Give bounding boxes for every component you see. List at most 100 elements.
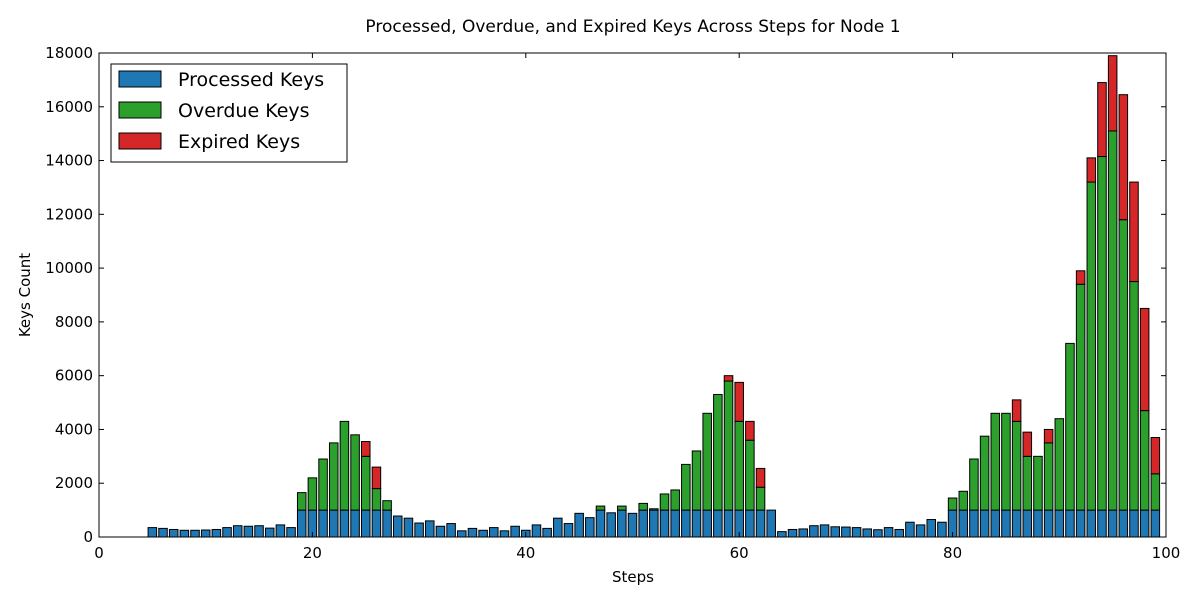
bar-processed-step-27 — [382, 509, 392, 538]
bar-processed-step-6 — [158, 527, 168, 538]
bar-processed-step-5 — [147, 527, 158, 538]
plot-frame — [98, 52, 1167, 538]
bar-processed-step-70 — [841, 526, 851, 538]
legend-label: Processed Keys — [178, 69, 324, 91]
x-tick-label: 80 — [943, 544, 962, 562]
bar-overdue-step-87 — [1022, 455, 1033, 511]
bar-processed-step-32 — [435, 525, 446, 538]
bar-overdue-step-19 — [296, 492, 307, 511]
bar-processed-step-83 — [979, 509, 990, 538]
bar-overdue-step-82 — [969, 458, 979, 511]
bar-overdue-step-89 — [1043, 442, 1054, 511]
bar-processed-step-50 — [627, 512, 638, 538]
bar-processed-step-39 — [510, 525, 520, 538]
bar-processed-step-19 — [296, 509, 307, 538]
legend-swatch — [118, 70, 162, 88]
bar-processed-step-88 — [1033, 509, 1043, 538]
bar-processed-step-58 — [713, 509, 723, 538]
legend-label: Overdue Keys — [178, 100, 310, 122]
bar-expired-step-26 — [371, 466, 382, 490]
y-tick-label: 12000 — [45, 205, 93, 223]
bar-processed-step-76 — [905, 521, 915, 538]
bar-processed-step-34 — [457, 530, 467, 538]
bar-processed-step-8 — [179, 529, 190, 538]
bar-processed-step-96 — [1118, 509, 1129, 538]
bar-processed-step-28 — [392, 515, 403, 538]
bar-overdue-step-55 — [681, 463, 691, 511]
y-tick-label: 4000 — [55, 420, 93, 438]
legend-label: Expired Keys — [178, 131, 300, 153]
bar-overdue-step-24 — [350, 434, 360, 511]
bar-processed-step-93 — [1086, 509, 1097, 538]
bar-processed-step-7 — [168, 528, 179, 538]
bar-processed-step-37 — [489, 527, 499, 538]
bar-processed-step-55 — [681, 509, 691, 538]
bar-processed-step-85 — [1001, 509, 1011, 538]
bar-processed-step-84 — [990, 509, 1001, 538]
bar-overdue-step-59 — [723, 380, 734, 511]
bar-overdue-step-84 — [990, 412, 1001, 511]
bar-processed-step-30 — [414, 522, 424, 538]
bar-expired-step-97 — [1129, 181, 1139, 283]
bar-processed-step-49 — [617, 509, 627, 538]
bar-processed-step-73 — [873, 529, 883, 538]
bar-processed-step-17 — [275, 524, 286, 538]
bar-overdue-step-57 — [702, 412, 712, 511]
bar-expired-step-87 — [1022, 431, 1033, 457]
y-tick-label: 10000 — [45, 259, 93, 277]
bar-processed-step-99 — [1150, 509, 1161, 538]
bar-expired-step-96 — [1118, 94, 1129, 221]
bar-processed-step-48 — [606, 512, 616, 538]
y-axis-label: Keys Count — [16, 253, 34, 337]
x-tick-label: 40 — [516, 544, 535, 562]
x-axis-label: Steps — [612, 568, 654, 586]
bar-processed-step-63 — [766, 509, 776, 538]
bar-expired-step-94 — [1097, 82, 1107, 158]
bar-processed-step-81 — [958, 509, 969, 538]
bar-overdue-step-92 — [1075, 283, 1086, 511]
bar-processed-step-45 — [574, 512, 584, 538]
bar-overdue-step-52 — [649, 508, 659, 511]
bar-overdue-step-53 — [659, 493, 670, 511]
bar-processed-step-46 — [585, 517, 595, 538]
bar-expired-step-61 — [745, 420, 755, 441]
bar-processed-step-77 — [915, 524, 926, 538]
bar-overdue-step-96 — [1118, 219, 1129, 511]
bar-processed-step-10 — [200, 529, 211, 538]
bar-overdue-step-93 — [1086, 181, 1097, 511]
bar-processed-step-13 — [232, 525, 243, 538]
bar-overdue-step-94 — [1097, 156, 1107, 511]
bar-processed-step-72 — [862, 528, 873, 538]
y-tick-label: 8000 — [55, 313, 93, 331]
bar-processed-step-91 — [1065, 509, 1075, 538]
bar-processed-step-33 — [446, 523, 456, 538]
bar-processed-step-38 — [499, 530, 510, 538]
y-tick-label: 0 — [83, 528, 93, 546]
bar-overdue-step-21 — [318, 458, 328, 511]
bar-processed-step-89 — [1043, 509, 1054, 538]
bar-processed-step-16 — [264, 527, 275, 538]
bar-processed-step-92 — [1075, 509, 1086, 538]
bar-processed-step-12 — [222, 527, 232, 538]
bar-processed-step-42 — [542, 527, 552, 538]
bar-expired-step-98 — [1139, 307, 1150, 412]
bar-processed-step-78 — [926, 519, 937, 538]
bar-overdue-step-20 — [307, 477, 318, 511]
bar-overdue-step-88 — [1033, 455, 1043, 511]
bar-processed-step-61 — [745, 509, 755, 538]
bar-processed-step-15 — [254, 525, 264, 538]
bar-processed-step-66 — [798, 528, 808, 538]
y-tick-label: 2000 — [55, 474, 93, 492]
bar-overdue-step-26 — [371, 488, 382, 511]
bar-processed-step-68 — [819, 524, 830, 538]
bar-processed-step-22 — [328, 509, 339, 538]
bar-overdue-step-99 — [1150, 473, 1161, 511]
bar-processed-step-21 — [318, 509, 328, 538]
bar-overdue-step-60 — [734, 420, 744, 511]
bar-processed-step-97 — [1129, 509, 1139, 538]
bar-processed-step-11 — [211, 528, 222, 538]
bar-overdue-step-47 — [595, 505, 606, 511]
x-tick-label: 20 — [303, 544, 322, 562]
bar-processed-step-43 — [553, 517, 563, 538]
bar-processed-step-67 — [809, 525, 819, 538]
